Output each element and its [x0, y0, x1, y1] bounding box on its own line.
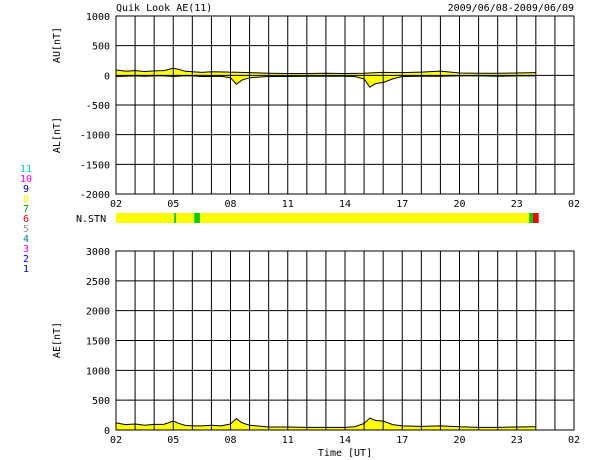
ytick-label: 2500	[86, 277, 110, 288]
xtick-label: 08	[224, 199, 236, 210]
nstn-segment	[176, 213, 195, 223]
station-scale-label: 10	[20, 174, 32, 185]
nstn-label: N.STN	[76, 214, 106, 225]
xtick-label: 20	[453, 435, 465, 446]
xtick-label: 05	[167, 435, 179, 446]
ae-grid	[115, 250, 575, 431]
station-scale-label: 8	[23, 194, 29, 205]
nstn-segment	[529, 213, 533, 223]
station-scale-label: 2	[23, 254, 29, 265]
xtick-label: 02	[110, 435, 122, 446]
ytick-label: 500	[92, 42, 110, 53]
au-al-ytick-labels: 1000 500 0 -500 -1000 -1500 -2000	[80, 12, 110, 201]
station-scale-label: 7	[23, 204, 29, 215]
ytick-label: 1000	[86, 12, 110, 23]
xtick-label: 23	[511, 199, 523, 210]
ytick-label: 500	[92, 396, 110, 407]
ytick-label: 2000	[86, 307, 110, 318]
xtick-label: 20	[453, 199, 465, 210]
xtick-label: 02	[568, 199, 580, 210]
xtick-label: 17	[396, 199, 408, 210]
ae-fill-group	[115, 417, 536, 430]
xtick-label: 02	[110, 199, 122, 210]
station-scale-label: 4	[23, 234, 29, 245]
nstn-segment	[194, 213, 200, 223]
al-axis-label: AL[nT]	[52, 117, 63, 153]
xtick-label: 02	[568, 435, 580, 446]
nstn-bar	[116, 213, 539, 223]
series-ae-line	[115, 417, 536, 428]
station-scale-label: 9	[23, 184, 29, 195]
ytick-label: -1500	[80, 160, 110, 171]
xtick-label: 17	[396, 435, 408, 446]
ytick-label: 0	[104, 426, 110, 437]
station-scale-label: 6	[23, 214, 29, 225]
ae-xtick-labels: 02 05 08 11 14 17 20 23 02	[110, 435, 580, 446]
plot-frame	[115, 250, 575, 431]
ytick-label: -2000	[80, 190, 110, 201]
ytick-label: 1500	[86, 337, 110, 348]
ytick-label: -500	[86, 101, 110, 112]
xtick-label: 14	[339, 199, 351, 210]
ytick-label: 3000	[86, 247, 110, 258]
nstn-segment	[199, 213, 530, 223]
series-au-area	[116, 68, 536, 76]
xtick-label: 08	[224, 435, 236, 446]
ytick-label: -1000	[80, 131, 110, 142]
xtick-label: 11	[282, 435, 294, 446]
au-al-xtick-labels: 02 05 08 11 14 17 20 23 02	[110, 199, 580, 210]
station-scale-label: 3	[23, 244, 29, 255]
station-scale-label: 11	[20, 164, 32, 175]
series-ae-area	[116, 418, 536, 430]
date-range: 2009/06/08-2009/06/09	[448, 3, 574, 14]
plot-frame	[115, 15, 575, 195]
nstn-segment	[532, 213, 539, 223]
chart-title: Quik Look AE(11)	[116, 3, 212, 14]
xtick-label: 11	[282, 199, 294, 210]
ytick-label: 0	[104, 71, 110, 82]
xtick-label: 14	[339, 435, 351, 446]
station-scale-label: 1	[23, 264, 29, 275]
station-scale-label: 5	[23, 224, 29, 235]
ae-ytick-labels: 3000 2500 2000 1500 1000 500 0	[86, 247, 110, 437]
xtick-label: 23	[511, 435, 523, 446]
au-al-grid	[115, 15, 575, 195]
x-axis-label: Time [UT]	[318, 448, 372, 459]
ae-axis-label: AE[nT]	[52, 322, 63, 358]
nstn-segment	[174, 213, 177, 223]
nstn-segment	[116, 213, 175, 223]
ytick-label: 1000	[86, 366, 110, 377]
xtick-label: 05	[167, 199, 179, 210]
au-axis-label: AU[nT]	[52, 27, 63, 63]
